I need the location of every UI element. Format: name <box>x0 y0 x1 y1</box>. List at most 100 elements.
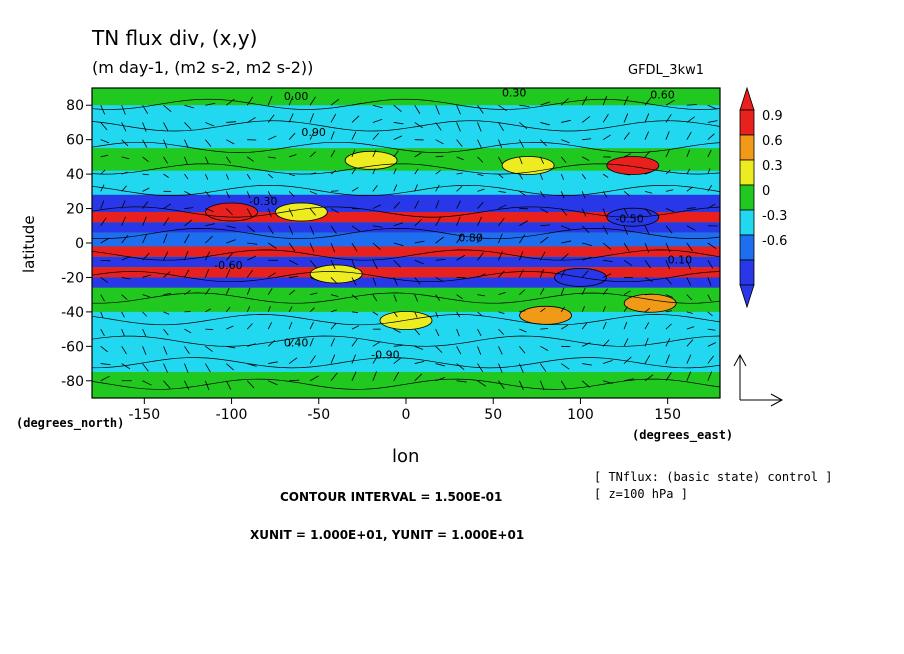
flux-vector-501 <box>540 101 550 106</box>
flux-vector-199 <box>498 270 505 278</box>
flux-vector-498 <box>477 104 484 114</box>
flux-vector-499 <box>498 104 507 112</box>
flux-vector-314 <box>393 201 400 209</box>
flux-vector-486 <box>226 98 235 106</box>
flux-vector-363 <box>163 173 169 178</box>
lat-band-10 <box>92 267 720 278</box>
flux-vector-64 <box>184 346 190 354</box>
y-tick-label: 40 <box>66 167 84 183</box>
flux-vector-78 <box>477 346 482 355</box>
flux-vector-374 <box>393 168 397 175</box>
flux-vector-56 <box>644 354 651 364</box>
flux-vector-65 <box>205 346 213 352</box>
flux-vector-484 <box>184 104 195 109</box>
flux-vector-96 <box>226 325 234 330</box>
flux-vector-275 <box>205 223 215 227</box>
flux-vector-10 <box>309 375 319 382</box>
contour-line-1 <box>91 357 721 369</box>
flux-vector-106 <box>435 328 440 337</box>
flux-vector-393 <box>163 156 168 164</box>
flux-vector-193 <box>372 277 377 286</box>
flux-vector-267 <box>665 242 671 253</box>
flux-vector-330 <box>100 184 105 192</box>
flux-vector-459 <box>288 113 294 123</box>
flux-vector-14 <box>393 371 399 381</box>
flux-vector-322 <box>560 208 568 216</box>
flux-vector-362 <box>142 173 149 176</box>
flux-vector-86 <box>644 337 649 347</box>
flux-vector-160 <box>309 292 318 296</box>
flux-vector-225 <box>414 259 424 265</box>
flux-vector-292 <box>561 225 571 230</box>
flux-vector-112 <box>561 324 569 330</box>
flux-vector-250 <box>309 242 315 253</box>
flux-vector-437 <box>456 139 463 147</box>
flux-vector-425 <box>205 139 212 147</box>
flux-vector-165 <box>414 294 419 302</box>
flux-vector-48 <box>477 363 484 373</box>
flux-vector-154 <box>184 289 191 295</box>
x-axis-label: lon <box>392 446 420 467</box>
contour-line-3 <box>91 314 721 326</box>
flux-vector-80 <box>519 346 526 354</box>
flux-vector-340 <box>309 190 318 195</box>
flux-vector-251 <box>330 242 336 253</box>
flux-vector-375 <box>414 168 419 175</box>
flux-vector-411 <box>539 156 544 164</box>
contour-label: 0.00 <box>284 90 309 103</box>
flux-vector-262 <box>561 240 572 244</box>
flux-vector-60 <box>100 346 108 353</box>
x-axis-unit: (degrees_east) <box>632 428 734 442</box>
flux-vector-188 <box>267 272 276 278</box>
flux-vector-369 <box>289 173 296 177</box>
flux-vector-483 <box>163 104 172 113</box>
contour-label: 0.40 <box>284 336 309 349</box>
flux-vector-301 <box>121 200 126 209</box>
flux-vector-342 <box>351 187 359 192</box>
y-tick-label: -60 <box>61 339 84 355</box>
flux-vector-463 <box>372 118 383 123</box>
flux-vector-175 <box>623 290 631 296</box>
flux-vector-149 <box>707 311 713 317</box>
colorbar-bottom-arrow <box>739 284 755 309</box>
flux-vector-309 <box>288 208 294 217</box>
flux-vector-157 <box>246 287 251 295</box>
flux-vector-280 <box>309 225 315 235</box>
flux-vector-145 <box>623 306 628 313</box>
flux-vector-285 <box>414 218 423 227</box>
colorbar-label: 0 <box>762 184 770 199</box>
contour-label: -0.90 <box>371 348 399 361</box>
flux-vector-132 <box>351 311 359 314</box>
flux-vector-467 <box>456 122 461 132</box>
lat-band-5 <box>92 212 720 223</box>
flux-vector-473 <box>581 116 591 123</box>
colorbar-swatch-1 <box>739 134 755 161</box>
flux-vector-169 <box>498 291 506 296</box>
flux-vector-36 <box>226 363 234 371</box>
flux-vector-404 <box>393 150 399 158</box>
flux-vector-382 <box>560 173 565 180</box>
x-tick-label: -100 <box>216 407 248 423</box>
flux-vector-399 <box>288 154 297 158</box>
flux-vector-230 <box>519 251 524 261</box>
flux-vector-180 <box>100 277 109 283</box>
flux-vector-311 <box>330 208 339 214</box>
flux-vector-126 <box>226 306 231 313</box>
flux-vector-348 <box>477 188 485 192</box>
contour-line-12 <box>91 120 721 132</box>
flux-vector-226 <box>435 259 446 261</box>
flux-vector-317 <box>456 200 461 209</box>
flux-vector-115 <box>623 321 628 330</box>
flux-vector-438 <box>477 139 482 148</box>
flux-vector-445 <box>623 132 630 140</box>
flux-vector-366 <box>225 173 229 180</box>
flux-vector-164 <box>393 294 397 302</box>
flux-vector-177 <box>665 294 673 298</box>
flux-vector-111 <box>540 328 548 330</box>
flux-vector-85 <box>623 338 629 347</box>
flux-vector-83 <box>582 342 591 347</box>
flux-vector-408 <box>477 156 484 163</box>
flux-vector-485 <box>205 102 216 106</box>
flux-vector-286 <box>435 217 441 226</box>
flux-vector-329 <box>707 203 716 209</box>
